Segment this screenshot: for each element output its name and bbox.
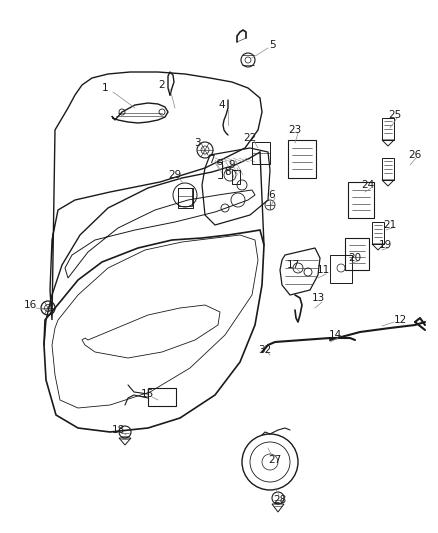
Text: 26: 26 (408, 150, 422, 160)
Bar (288, 140, 316, 178)
Text: 14: 14 (328, 330, 342, 340)
Text: 6: 6 (268, 190, 276, 200)
Text: 3: 3 (194, 138, 200, 148)
Text: 8: 8 (225, 167, 231, 177)
Text: 15: 15 (140, 389, 154, 399)
Text: 25: 25 (389, 110, 402, 120)
Text: 21: 21 (383, 220, 397, 230)
Text: 27: 27 (268, 455, 282, 465)
Text: 24: 24 (361, 180, 374, 190)
Text: 19: 19 (378, 240, 392, 250)
Bar (372, 222, 384, 244)
Text: 1: 1 (102, 83, 108, 93)
Text: 32: 32 (258, 345, 272, 355)
Text: 18: 18 (111, 425, 125, 435)
Text: 9: 9 (229, 160, 235, 170)
Text: 17: 17 (286, 260, 300, 270)
Text: 2: 2 (159, 80, 165, 90)
Bar (178, 188, 193, 208)
Text: 23: 23 (288, 125, 302, 135)
Text: 16: 16 (23, 300, 37, 310)
Text: 28: 28 (273, 495, 286, 505)
Text: 29: 29 (168, 170, 182, 180)
Bar (348, 182, 374, 218)
Text: 20: 20 (349, 253, 361, 263)
Text: 13: 13 (311, 293, 325, 303)
Text: 22: 22 (244, 133, 257, 143)
Bar (178, 188, 192, 206)
Text: 4: 4 (219, 100, 225, 110)
Bar (232, 170, 240, 184)
Text: 7: 7 (208, 155, 214, 165)
Bar (252, 142, 270, 164)
Text: 12: 12 (393, 315, 406, 325)
Text: 5: 5 (270, 40, 276, 50)
Bar (345, 238, 369, 270)
Text: 11: 11 (316, 265, 330, 275)
Bar (330, 255, 352, 283)
Bar (382, 118, 394, 140)
Bar (148, 388, 176, 406)
Bar (382, 158, 394, 180)
